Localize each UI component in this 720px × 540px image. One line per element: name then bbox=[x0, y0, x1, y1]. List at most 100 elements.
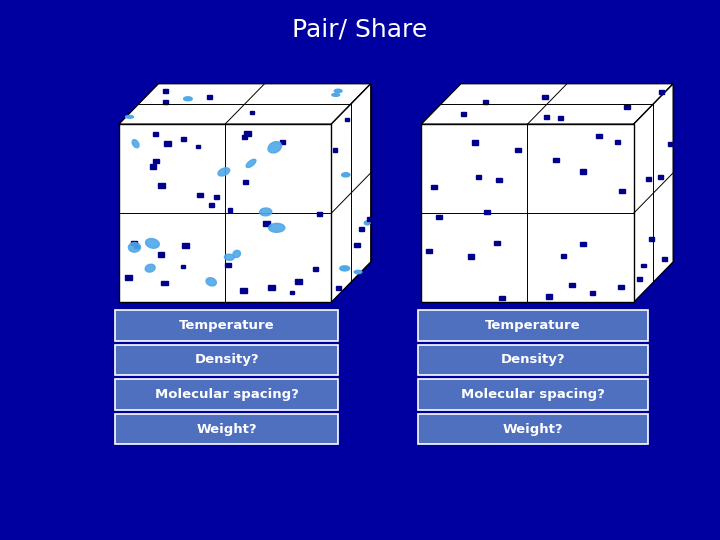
Text: Molecular spacing?: Molecular spacing? bbox=[461, 388, 605, 401]
Bar bbox=[468, 254, 474, 259]
Ellipse shape bbox=[225, 254, 234, 260]
Bar bbox=[269, 285, 275, 289]
Bar bbox=[636, 278, 642, 281]
Bar bbox=[244, 131, 251, 136]
Bar bbox=[546, 294, 552, 299]
FancyBboxPatch shape bbox=[418, 379, 648, 410]
Ellipse shape bbox=[354, 271, 362, 274]
Bar bbox=[580, 170, 585, 174]
Ellipse shape bbox=[132, 140, 139, 148]
FancyBboxPatch shape bbox=[418, 310, 648, 341]
Bar bbox=[163, 100, 168, 104]
Text: Temperature: Temperature bbox=[179, 319, 274, 332]
Bar bbox=[313, 267, 318, 271]
Polygon shape bbox=[634, 84, 673, 302]
Polygon shape bbox=[421, 124, 634, 302]
Bar bbox=[367, 217, 373, 221]
Bar bbox=[472, 140, 477, 145]
Text: Temperature: Temperature bbox=[485, 319, 580, 332]
Text: Molecular spacing?: Molecular spacing? bbox=[155, 388, 299, 401]
Polygon shape bbox=[461, 84, 673, 262]
Bar bbox=[153, 132, 158, 136]
Bar bbox=[619, 189, 625, 193]
Bar bbox=[225, 262, 231, 267]
Ellipse shape bbox=[233, 251, 240, 258]
Bar bbox=[289, 291, 294, 294]
Bar bbox=[494, 241, 500, 245]
FancyBboxPatch shape bbox=[115, 414, 338, 444]
Bar bbox=[150, 164, 156, 169]
Bar bbox=[336, 286, 341, 289]
Bar bbox=[161, 281, 168, 286]
Bar bbox=[131, 241, 137, 245]
Ellipse shape bbox=[206, 278, 216, 286]
Ellipse shape bbox=[364, 221, 370, 225]
Bar bbox=[649, 237, 654, 241]
Bar bbox=[662, 257, 667, 261]
Text: Weight?: Weight? bbox=[503, 422, 563, 436]
Ellipse shape bbox=[218, 168, 230, 176]
Text: Density?: Density? bbox=[500, 353, 565, 367]
Bar bbox=[359, 227, 364, 231]
Bar bbox=[279, 140, 285, 144]
Bar bbox=[209, 204, 214, 207]
Bar bbox=[243, 180, 248, 184]
Bar bbox=[659, 90, 664, 94]
FancyBboxPatch shape bbox=[115, 310, 338, 341]
Ellipse shape bbox=[184, 97, 192, 101]
Bar bbox=[615, 140, 621, 145]
Bar bbox=[317, 212, 322, 216]
Polygon shape bbox=[158, 84, 371, 262]
Bar bbox=[207, 94, 212, 99]
Bar bbox=[569, 283, 575, 287]
Bar bbox=[499, 296, 505, 300]
Bar bbox=[624, 105, 629, 109]
Polygon shape bbox=[421, 84, 673, 124]
Bar bbox=[431, 185, 437, 189]
Bar bbox=[242, 135, 248, 139]
Bar bbox=[295, 279, 302, 284]
Ellipse shape bbox=[260, 208, 271, 216]
Bar bbox=[476, 175, 482, 179]
Polygon shape bbox=[119, 124, 331, 302]
Bar bbox=[542, 95, 547, 99]
Ellipse shape bbox=[145, 264, 155, 272]
Bar bbox=[214, 195, 219, 199]
Bar bbox=[484, 210, 490, 214]
Bar bbox=[333, 148, 337, 152]
Bar bbox=[436, 214, 441, 219]
Bar bbox=[134, 245, 138, 248]
Ellipse shape bbox=[340, 266, 349, 271]
Bar bbox=[344, 118, 348, 122]
Ellipse shape bbox=[334, 89, 342, 93]
Ellipse shape bbox=[128, 242, 140, 252]
Bar bbox=[580, 242, 586, 246]
Bar bbox=[658, 175, 663, 179]
Bar bbox=[561, 254, 567, 258]
Polygon shape bbox=[331, 84, 371, 302]
Bar bbox=[596, 134, 602, 138]
Bar bbox=[590, 291, 595, 295]
Bar bbox=[196, 145, 200, 148]
FancyBboxPatch shape bbox=[418, 414, 648, 444]
Bar bbox=[240, 288, 247, 293]
Ellipse shape bbox=[268, 141, 282, 153]
Bar bbox=[181, 265, 185, 268]
Bar bbox=[250, 111, 253, 114]
Bar bbox=[544, 115, 549, 119]
Bar bbox=[158, 252, 164, 256]
Ellipse shape bbox=[342, 173, 350, 177]
Bar bbox=[516, 148, 521, 152]
Bar bbox=[197, 193, 202, 197]
Bar bbox=[558, 116, 563, 120]
Bar bbox=[228, 208, 233, 212]
Bar bbox=[483, 100, 488, 104]
FancyBboxPatch shape bbox=[115, 345, 338, 375]
Bar bbox=[641, 264, 646, 267]
Bar bbox=[163, 89, 168, 93]
Text: Weight?: Weight? bbox=[197, 422, 257, 436]
Bar bbox=[264, 221, 271, 226]
Ellipse shape bbox=[332, 93, 340, 96]
Bar bbox=[496, 178, 502, 183]
Bar bbox=[181, 137, 186, 141]
